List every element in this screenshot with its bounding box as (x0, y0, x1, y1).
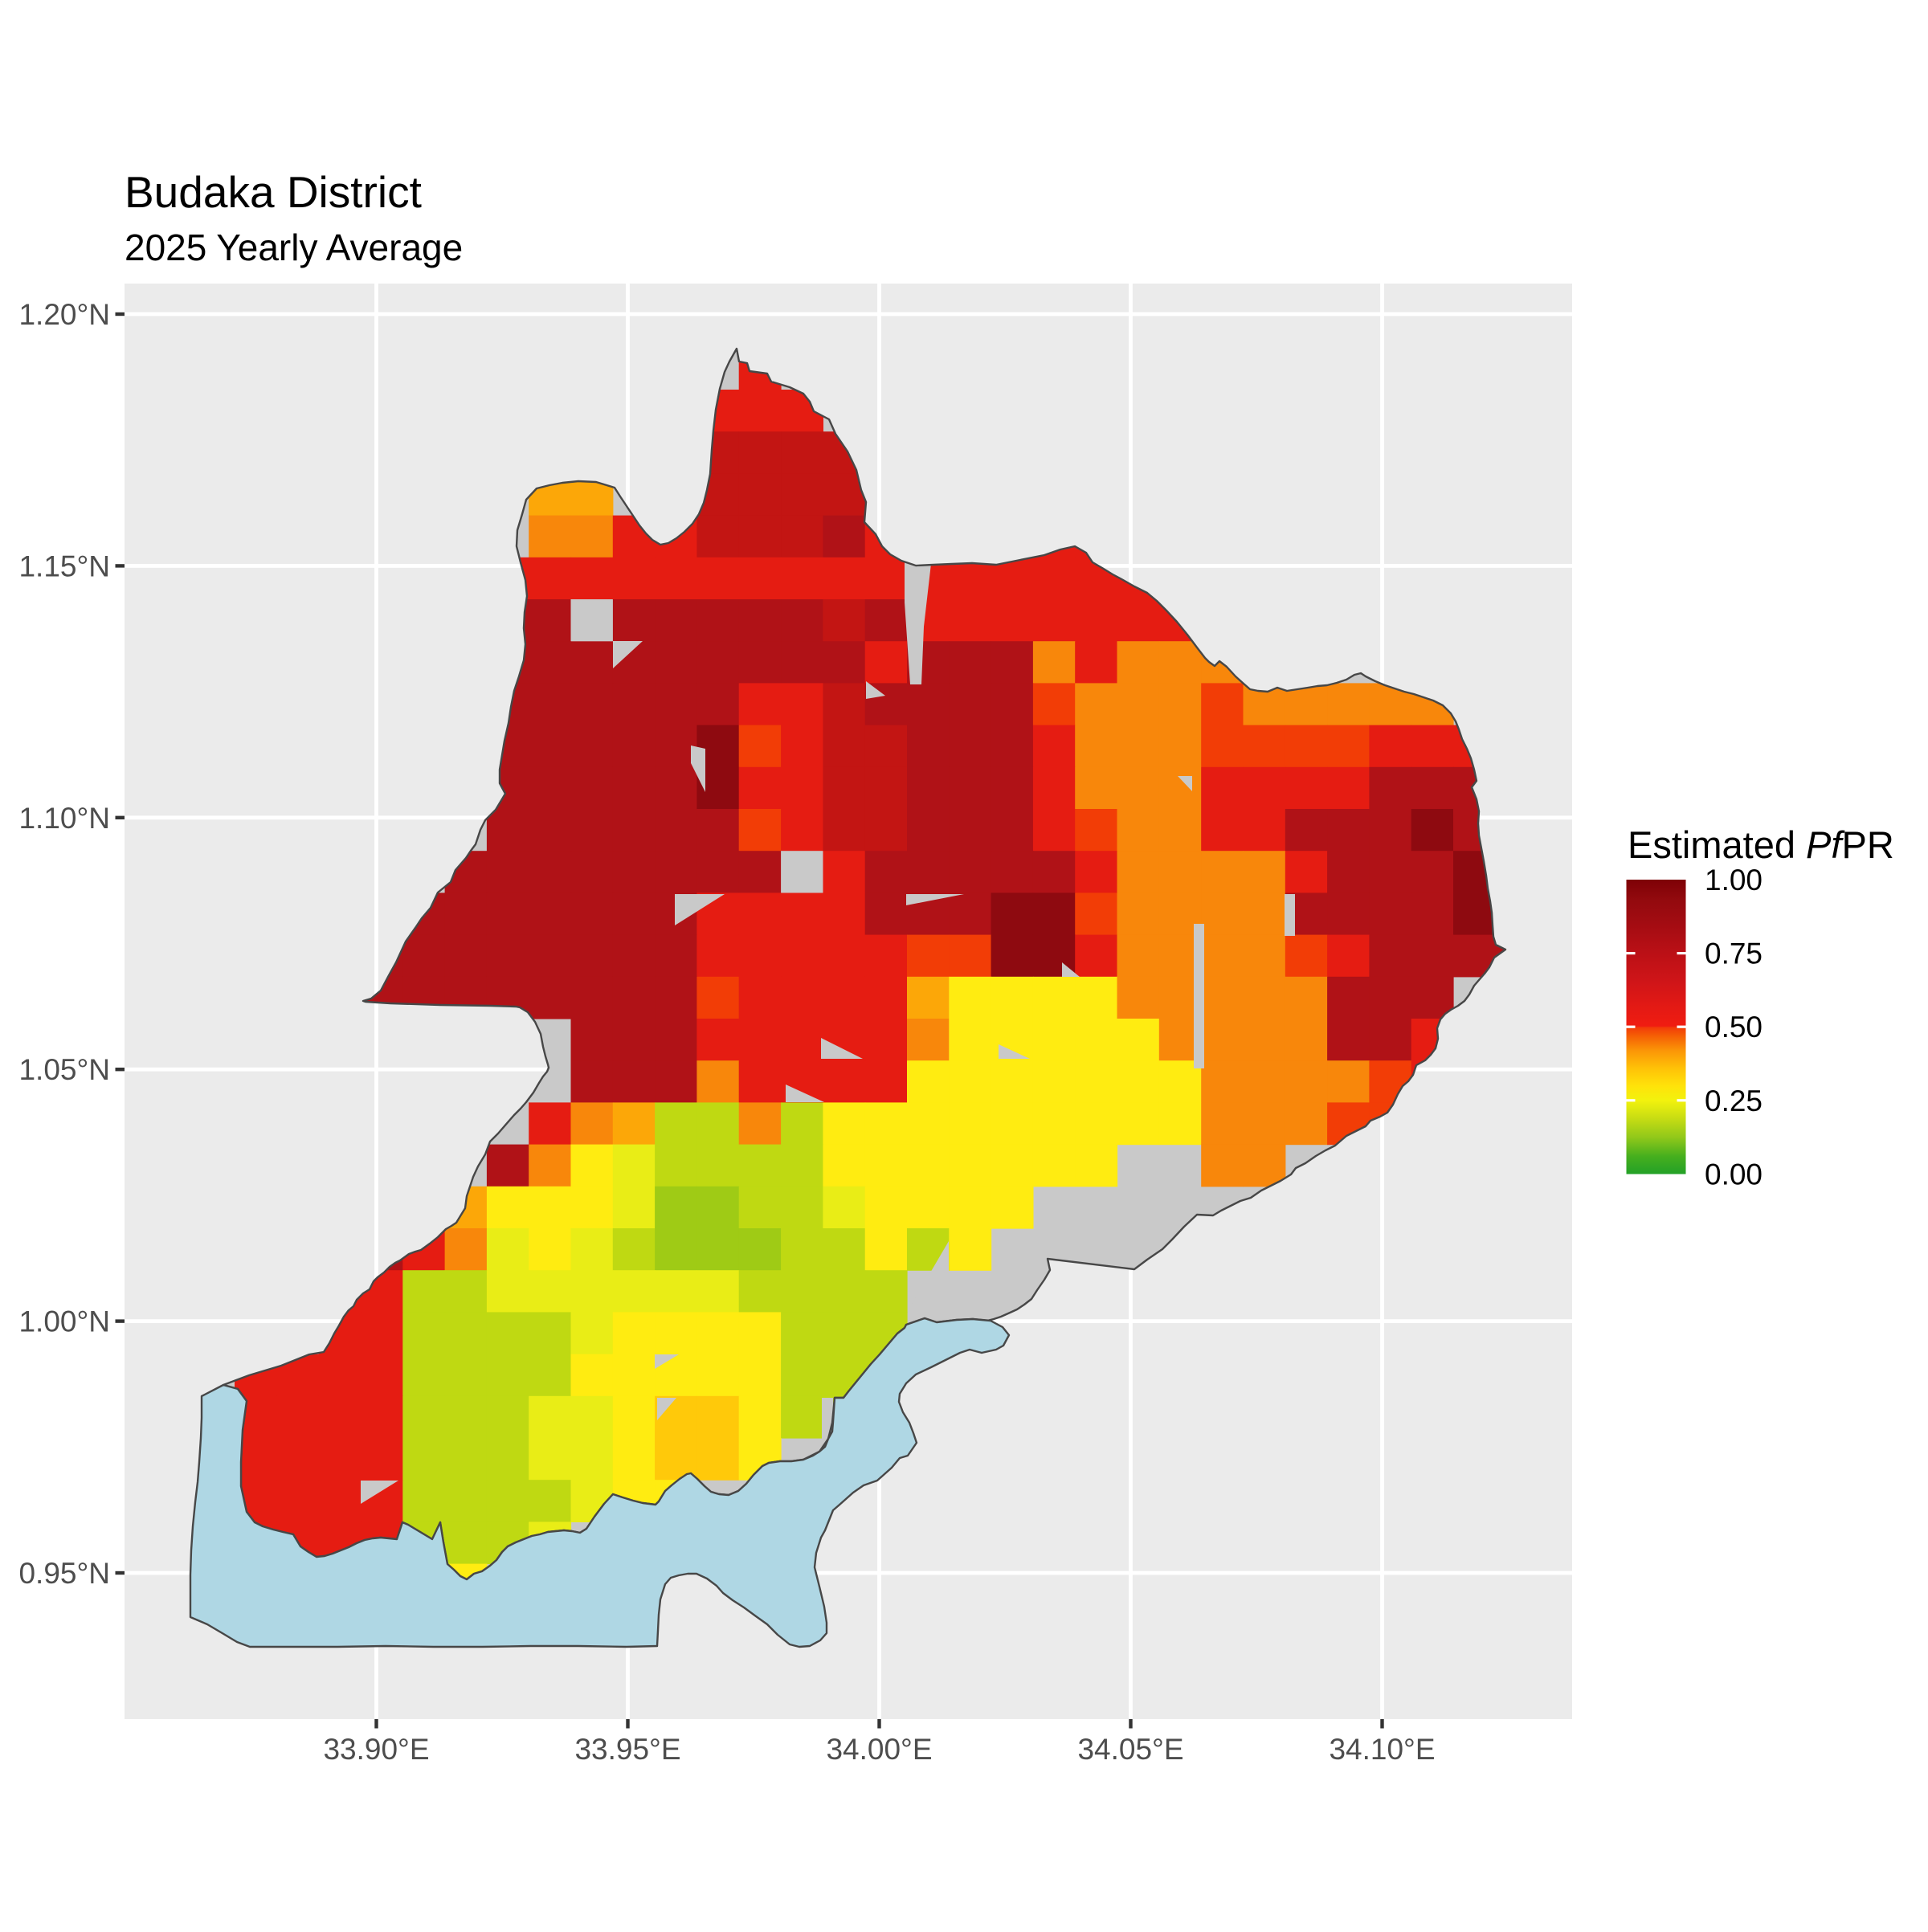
svg-text:0.95°N: 0.95°N (18, 1557, 110, 1590)
svg-text:0.00: 0.00 (1705, 1158, 1763, 1191)
svg-text:2025 Yearly Average: 2025 Yearly Average (125, 227, 463, 268)
svg-text:34.10°E: 34.10°E (1329, 1733, 1435, 1766)
svg-text:33.90°E: 33.90°E (323, 1733, 429, 1766)
svg-text:1.00: 1.00 (1705, 864, 1763, 897)
svg-text:0.50: 0.50 (1705, 1011, 1763, 1044)
svg-text:1.00°N: 1.00°N (18, 1305, 110, 1338)
svg-text:0.75: 0.75 (1705, 937, 1763, 970)
svg-text:1.10°N: 1.10°N (18, 802, 110, 835)
svg-text:Estimated PfPR: Estimated PfPR (1628, 823, 1894, 866)
svg-text:33.95°E: 33.95°E (574, 1733, 680, 1766)
svg-text:1.05°N: 1.05°N (18, 1053, 110, 1086)
svg-text:34.00°E: 34.00°E (826, 1733, 932, 1766)
svg-text:0.25: 0.25 (1705, 1084, 1763, 1117)
svg-text:1.20°N: 1.20°N (18, 298, 110, 331)
svg-text:34.05°E: 34.05°E (1077, 1733, 1183, 1766)
svg-text:Budaka District: Budaka District (125, 167, 422, 217)
svg-text:1.15°N: 1.15°N (18, 549, 110, 582)
